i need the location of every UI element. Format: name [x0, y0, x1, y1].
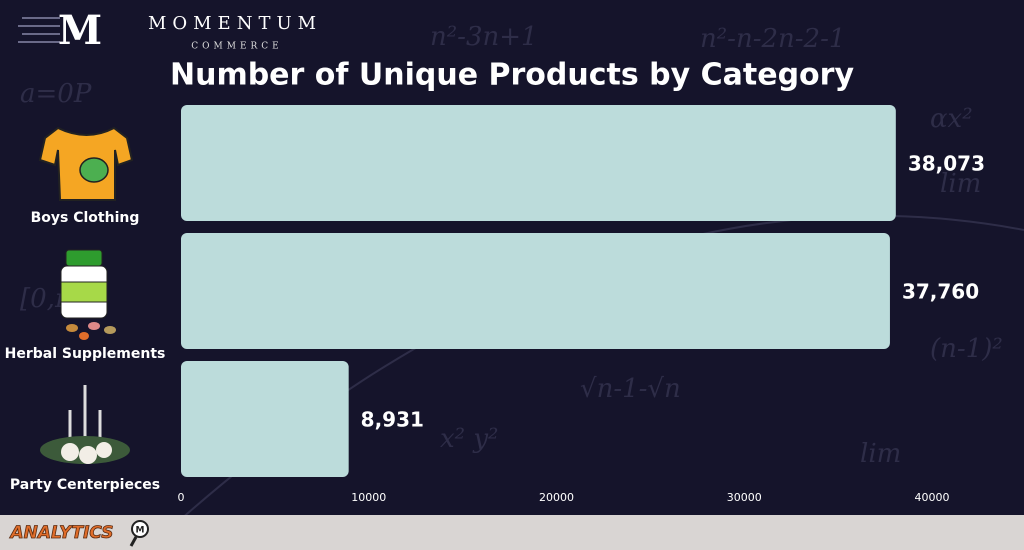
- svg-text:αx²: αx²: [930, 104, 973, 134]
- bar: [181, 105, 896, 221]
- footer-badge-ring: [131, 520, 149, 538]
- footer-badge-handle: [129, 536, 138, 547]
- x-tick-label: 10000: [351, 491, 386, 504]
- value-label: 38,073: [908, 152, 985, 176]
- svg-text:n²-3n+1: n²-3n+1: [430, 22, 538, 52]
- svg-text:n²-n-2n-2-1: n²-n-2n-2-1: [700, 24, 845, 54]
- svg-text:lim: lim: [940, 169, 981, 199]
- x-tick-label: 40000: [915, 491, 950, 504]
- x-tick-label: 30000: [727, 491, 762, 504]
- footer-text: ANALYTICS: [8, 523, 113, 543]
- value-label: 37,760: [902, 280, 979, 304]
- logo-monogram: M: [58, 7, 102, 54]
- category-label: Boys Clothing: [31, 210, 140, 226]
- svg-text:(n-1)²: (n-1)²: [930, 334, 1003, 364]
- svg-text:a=0P: a=0P: [20, 79, 92, 109]
- icon-shirt: [38, 126, 134, 201]
- value-label: 8,931: [361, 408, 424, 432]
- svg-text:√n-1-√n: √n-1-√n: [580, 374, 681, 404]
- icon-bottle: [60, 249, 116, 340]
- logo-name: MOMENTUM: [148, 13, 322, 34]
- category-label: Party Centerpieces: [10, 477, 160, 493]
- bar: [181, 233, 890, 349]
- footer-badge: M: [136, 526, 145, 536]
- x-tick-label: 0: [178, 491, 185, 504]
- svg-text:lim: lim: [860, 439, 901, 469]
- logo: M MOMENTUM COMMERCE: [18, 7, 322, 54]
- category-label: Herbal Supplements: [5, 346, 166, 362]
- x-tick-label: 20000: [539, 491, 574, 504]
- chart-title: Number of Unique Products by Category: [170, 58, 854, 93]
- bar: [181, 361, 349, 477]
- icon-candles: [40, 385, 130, 464]
- footer-bar: [0, 515, 1024, 550]
- svg-text:x² y²: x² y²: [440, 424, 498, 454]
- logo-tagline: COMMERCE: [191, 42, 283, 52]
